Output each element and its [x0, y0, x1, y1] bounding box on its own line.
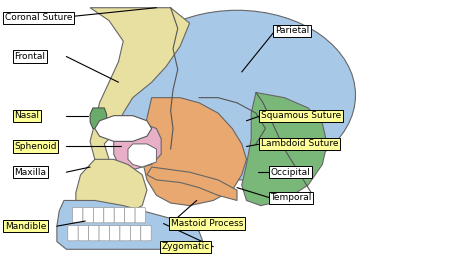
- Ellipse shape: [118, 10, 356, 180]
- FancyBboxPatch shape: [68, 226, 78, 241]
- Text: Parietal: Parietal: [275, 26, 309, 35]
- Text: Occipital: Occipital: [270, 168, 310, 177]
- Text: Zygomatic: Zygomatic: [161, 242, 210, 251]
- FancyBboxPatch shape: [109, 226, 120, 241]
- Text: Lambdoid Suture: Lambdoid Suture: [261, 139, 338, 149]
- FancyBboxPatch shape: [89, 226, 99, 241]
- Text: Mandible: Mandible: [5, 222, 46, 231]
- Text: Mastoid Process: Mastoid Process: [171, 219, 243, 228]
- FancyBboxPatch shape: [141, 226, 151, 241]
- Text: Maxilla: Maxilla: [14, 168, 46, 177]
- FancyBboxPatch shape: [114, 208, 125, 223]
- FancyBboxPatch shape: [83, 208, 93, 223]
- FancyBboxPatch shape: [99, 226, 109, 241]
- FancyBboxPatch shape: [104, 208, 114, 223]
- FancyBboxPatch shape: [130, 226, 141, 241]
- Polygon shape: [57, 200, 204, 249]
- Text: Frontal: Frontal: [14, 52, 45, 61]
- Polygon shape: [90, 8, 190, 164]
- Polygon shape: [76, 159, 147, 221]
- Polygon shape: [242, 93, 327, 206]
- Text: Nasal: Nasal: [14, 111, 39, 120]
- FancyBboxPatch shape: [73, 208, 83, 223]
- Text: Sphenoid: Sphenoid: [14, 142, 57, 151]
- FancyBboxPatch shape: [125, 208, 135, 223]
- Text: Temporal: Temporal: [270, 193, 311, 203]
- Polygon shape: [128, 144, 156, 167]
- FancyBboxPatch shape: [120, 226, 130, 241]
- Text: Squamous Suture: Squamous Suture: [261, 111, 341, 120]
- Polygon shape: [142, 98, 246, 206]
- FancyBboxPatch shape: [78, 226, 89, 241]
- Text: Coronal Suture: Coronal Suture: [5, 13, 72, 23]
- Polygon shape: [114, 123, 161, 170]
- Polygon shape: [147, 167, 237, 200]
- FancyBboxPatch shape: [135, 208, 146, 223]
- Polygon shape: [90, 108, 107, 128]
- FancyBboxPatch shape: [93, 208, 104, 223]
- Polygon shape: [95, 116, 152, 141]
